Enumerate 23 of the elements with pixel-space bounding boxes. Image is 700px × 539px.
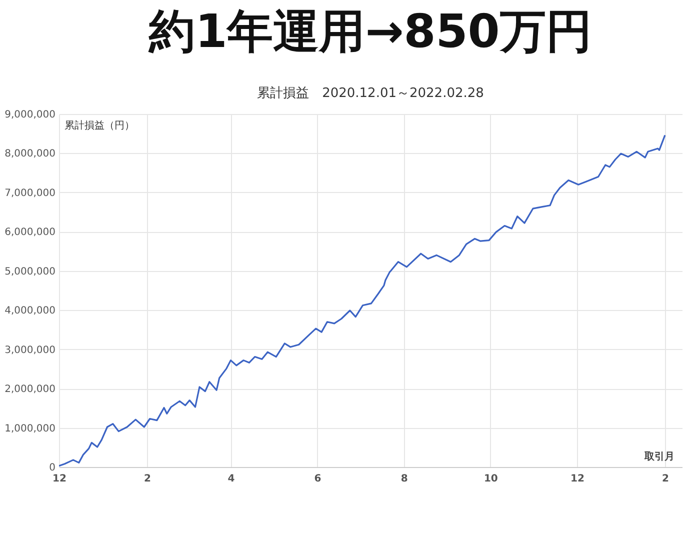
x-tick-label: 10 — [484, 474, 498, 484]
y-tick-label: 6,000,000 — [4, 227, 56, 238]
y-tick-label: 3,000,000 — [4, 344, 56, 356]
x-tick-label: 4 — [228, 474, 235, 484]
y-tick-label: 9,000,000 — [4, 110, 56, 120]
x-tick-label: 2 — [662, 474, 669, 484]
y-tick-label: 7,000,000 — [4, 188, 56, 199]
x-tick-label: 2 — [144, 474, 151, 484]
y-tick-label: 8,000,000 — [4, 148, 56, 160]
y-tick-label: 0 — [49, 462, 56, 474]
y-axis-title: 累計損益（円） — [64, 120, 134, 132]
x-tick-label: 8 — [400, 474, 408, 484]
x-tick-label: 12 — [570, 474, 584, 484]
y-tick-label: 4,000,000 — [4, 306, 56, 317]
chart-subtitle: 累計損益 2020.12.01～2022.02.28 — [257, 86, 484, 101]
y-tick-label: 1,000,000 — [4, 423, 56, 434]
y-tick-label: 5,000,000 — [4, 266, 56, 278]
x-axis-title: 取引月 — [644, 450, 674, 462]
chart-title: 約1年運用→850万円 — [148, 4, 592, 58]
y-tick-label: 2,000,000 — [4, 384, 56, 396]
x-tick-label: 6 — [314, 474, 322, 484]
x-tick-label: 12 — [52, 474, 66, 484]
line-series — [59, 134, 666, 467]
